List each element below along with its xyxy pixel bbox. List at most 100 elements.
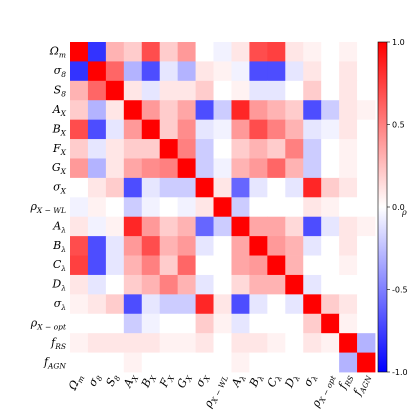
heatmap-cell <box>123 100 143 121</box>
heatmap-cell <box>303 158 322 179</box>
heatmap-cell <box>357 216 376 237</box>
heatmap-cell <box>249 119 268 140</box>
y-tick-label: BX <box>52 122 67 137</box>
heatmap-cell <box>321 274 340 295</box>
heatmap-cell <box>339 333 358 353</box>
heatmap-cell <box>339 139 358 159</box>
heatmap-cell <box>159 255 179 276</box>
heatmap-cell <box>357 255 376 276</box>
heatmap-cell <box>249 80 268 101</box>
heatmap-cell <box>267 139 286 159</box>
heatmap-cell <box>339 294 358 315</box>
heatmap-cell <box>357 100 376 121</box>
heatmap-cell <box>303 274 322 295</box>
heatmap-cell <box>141 216 161 237</box>
heatmap-cell <box>267 313 286 334</box>
heatmap-cell <box>339 177 358 198</box>
heatmap-cell <box>321 255 340 276</box>
heatmap-cell <box>105 216 125 237</box>
heatmap-cell <box>123 333 143 353</box>
heatmap-cell <box>123 216 143 237</box>
heatmap-cell <box>159 177 179 198</box>
heatmap-cell <box>141 177 161 198</box>
heatmap-cell <box>213 352 232 373</box>
heatmap-cell <box>141 119 161 140</box>
heatmap-cell <box>267 197 286 218</box>
heatmap-cell <box>87 333 107 353</box>
heatmap-cell <box>177 333 196 353</box>
heatmap-cell <box>177 61 196 82</box>
heatmap-cell <box>177 313 196 334</box>
heatmap-cell <box>177 42 196 62</box>
heatmap-cell <box>231 333 250 353</box>
heatmap-cell <box>249 61 268 82</box>
heatmap-cell <box>87 139 107 159</box>
heatmap-cell <box>141 197 161 218</box>
x-tick-label: AX <box>121 371 141 391</box>
heatmap-cell <box>285 236 304 256</box>
heatmap-cell <box>303 42 322 62</box>
y-tick-label: Bλ <box>52 239 66 254</box>
heatmap-cell <box>249 255 268 276</box>
heatmap-cell <box>87 216 107 237</box>
heatmap-cell <box>339 158 358 179</box>
heatmap-cell <box>285 313 304 334</box>
heatmap-cell <box>213 139 232 159</box>
heatmap-cell <box>159 42 179 62</box>
heatmap-cell <box>285 197 304 218</box>
heatmap-cell <box>141 61 161 82</box>
heatmap-cell <box>285 255 304 276</box>
heatmap-cell <box>159 80 179 101</box>
heatmap-cell <box>195 139 214 159</box>
heatmap-cell <box>357 139 376 159</box>
y-tick-label: Dλ <box>51 278 66 293</box>
heatmap-cell <box>303 80 322 101</box>
heatmap-cell <box>177 177 196 198</box>
heatmap-cell <box>141 80 161 101</box>
heatmap-cell <box>357 42 376 62</box>
heatmap-cell <box>87 119 107 140</box>
heatmap-cell <box>249 294 268 315</box>
heatmap-cell <box>123 42 143 62</box>
heatmap-cell <box>303 119 322 140</box>
colorbar-tick-label: 0.0 <box>392 203 405 212</box>
heatmap-cell <box>285 80 304 101</box>
heatmap-cell <box>285 100 304 121</box>
heatmap-cell <box>339 236 358 256</box>
heatmap-cell <box>321 352 340 373</box>
heatmap-cell <box>339 100 358 121</box>
heatmap-cell <box>285 158 304 179</box>
y-tick-label: fRS <box>50 336 66 351</box>
heatmap-cell <box>87 313 107 334</box>
heatmap-cell <box>105 255 125 276</box>
colorbar-tick-label: 0.5 <box>392 121 405 130</box>
heatmap-cell <box>321 158 340 179</box>
heatmap-cell <box>303 177 322 198</box>
heatmap-cell <box>159 216 179 237</box>
heatmap-cell <box>231 100 250 121</box>
heatmap-cell <box>105 352 125 373</box>
heatmap-cell <box>105 177 125 198</box>
heatmap-cell <box>195 236 214 256</box>
heatmap-cell <box>231 216 250 237</box>
heatmap-cell <box>105 80 125 101</box>
heatmap-cell <box>123 119 143 140</box>
heatmap-cell <box>321 139 340 159</box>
heatmap-cell <box>303 255 322 276</box>
heatmap-cell <box>141 158 161 179</box>
heatmap-cell <box>123 177 143 198</box>
heatmap-cell <box>303 61 322 82</box>
heatmap-cell <box>105 313 125 334</box>
heatmap-cell <box>195 42 214 62</box>
x-tick-label: σX <box>193 371 212 390</box>
heatmap-cell <box>123 197 143 218</box>
heatmap-cell <box>321 177 340 198</box>
heatmap-cell <box>303 216 322 237</box>
heatmap-cell <box>357 313 376 334</box>
heatmap-cell <box>213 313 232 334</box>
heatmap-cell <box>285 61 304 82</box>
heatmap-cell <box>105 197 125 218</box>
heatmap-cell <box>249 274 268 295</box>
heatmap-cell <box>213 177 232 198</box>
heatmap-cell <box>339 119 358 140</box>
